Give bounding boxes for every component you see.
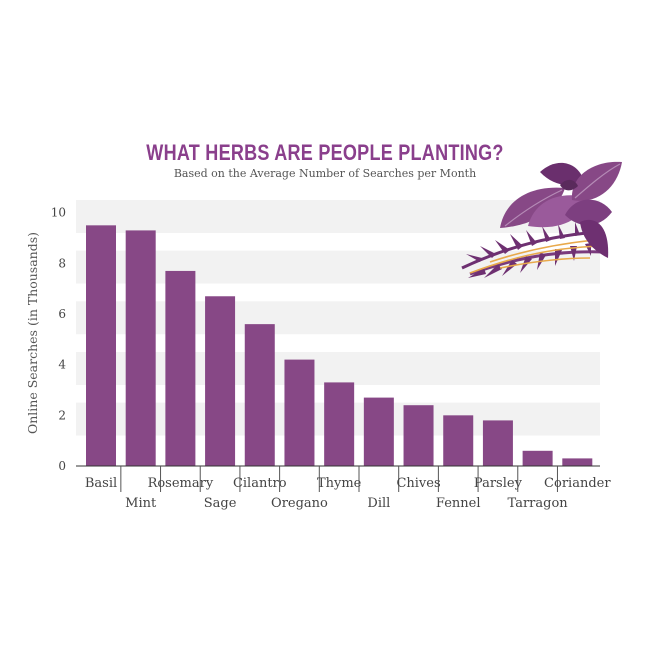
- x-tick-label: Cilantro: [233, 476, 287, 491]
- y-tick-label: 4: [58, 358, 66, 372]
- y-tick-label: 6: [58, 307, 66, 321]
- bar: [165, 270, 196, 466]
- grid-band: [76, 352, 600, 385]
- chart-subtitle: Based on the Average Number of Searches …: [173, 167, 477, 180]
- x-tick-label: Parsley: [474, 476, 523, 491]
- x-tick-label: Coriander: [544, 476, 611, 491]
- x-tick-label: Sage: [204, 496, 237, 511]
- x-tick-label: Rosemary: [148, 476, 214, 491]
- herb-leaves-illustration: [461, 161, 622, 278]
- x-tick-label: Basil: [85, 476, 117, 491]
- y-tick-label: 2: [58, 408, 66, 422]
- y-axis-ticks: 0 2 4 6 8 10: [51, 206, 67, 473]
- grid-band: [76, 301, 600, 335]
- bar: [562, 458, 593, 466]
- x-tick-label: Dill: [367, 496, 390, 511]
- bars: [86, 225, 593, 466]
- bar: [244, 324, 275, 466]
- chart-title: WHAT HERBS ARE PEOPLE PLANTING?: [146, 140, 504, 165]
- bar: [363, 397, 394, 466]
- bar: [86, 225, 116, 466]
- x-tick-label: Thyme: [317, 476, 362, 491]
- bar: [482, 420, 513, 466]
- x-tick-label: Chives: [396, 476, 440, 491]
- bar: [443, 415, 474, 466]
- bar: [125, 230, 156, 466]
- x-tick-label: Tarragon: [508, 496, 569, 511]
- x-tick-label: Mint: [125, 496, 157, 511]
- x-tick-label: Fennel: [436, 496, 481, 511]
- y-tick-label: 10: [51, 206, 66, 220]
- x-axis-ticks: Basil Mint Rosemary Sage Cilantro Oregano Thym…: [85, 466, 611, 511]
- y-tick-label: 8: [58, 256, 66, 270]
- bar: [284, 359, 315, 466]
- bar: [403, 405, 434, 466]
- grid-bands: [76, 200, 600, 436]
- bar: [522, 450, 553, 466]
- y-tick-label: 0: [58, 459, 66, 473]
- y-axis-label: Online Searches (in Thousands): [25, 232, 40, 434]
- bar: [205, 296, 236, 466]
- bar: [324, 382, 355, 466]
- x-tick-label: Oregano: [271, 496, 328, 511]
